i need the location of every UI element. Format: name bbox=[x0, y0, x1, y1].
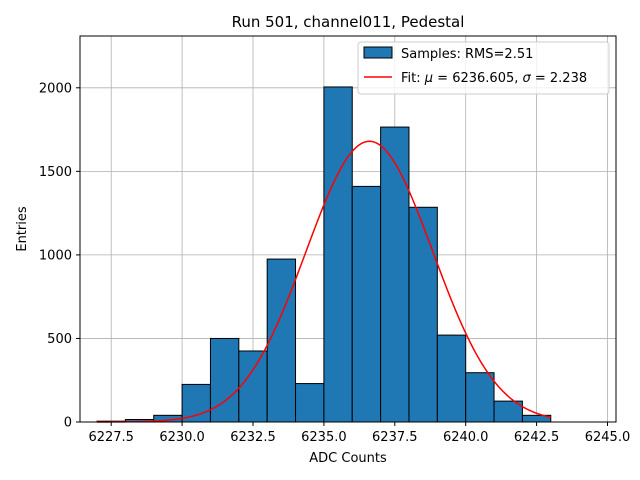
histogram-bar bbox=[266, 258, 297, 423]
x-tick-label: 6235.0 bbox=[301, 430, 347, 445]
histogram-bar bbox=[209, 337, 240, 423]
fit-curve-layer bbox=[97, 140, 551, 423]
histogram-bar bbox=[380, 126, 410, 423]
y-tick-label: 1000 bbox=[39, 248, 72, 263]
legend-box bbox=[357, 41, 610, 95]
y-tick-label: 0 bbox=[64, 416, 72, 431]
y-axis-ticks: 0 500 1000 1500 2000 bbox=[39, 81, 80, 431]
legend-label-samples: Samples: RMS=2.51 bbox=[401, 47, 533, 62]
x-tick-label: 6232.5 bbox=[230, 430, 276, 445]
plot-frame bbox=[79, 35, 617, 423]
x-tick-label: 6245.0 bbox=[585, 430, 631, 445]
y-tick-label: 2000 bbox=[39, 81, 72, 96]
fit-curve bbox=[97, 140, 551, 423]
legend-swatch-samples bbox=[363, 46, 393, 59]
histogram-bar bbox=[408, 206, 438, 423]
x-axis-label: ADC Counts bbox=[309, 451, 387, 466]
histogram-bar bbox=[465, 372, 495, 423]
histogram-bar bbox=[351, 185, 382, 423]
x-tick-label: 6237.5 bbox=[372, 430, 418, 445]
x-tick-label: 6227.5 bbox=[88, 430, 134, 445]
y-axis-label: Entries bbox=[15, 206, 30, 252]
legend-label-fit: Fit: μ = 6236.605, σ = 2.238 bbox=[401, 71, 587, 86]
x-tick-label: 6230.0 bbox=[159, 430, 205, 445]
histogram-bar bbox=[323, 86, 353, 423]
histogram-bar bbox=[238, 350, 268, 423]
x-tick-label: 6240.0 bbox=[443, 430, 489, 445]
chart-title: Run 501, channel011, Pedestal bbox=[232, 13, 465, 31]
histogram-bar bbox=[181, 383, 211, 423]
x-axis-ticks: 6227.5 6230.0 6232.5 6235.0 6237.5 6240.0 6242… bbox=[88, 422, 630, 445]
histogram-bar bbox=[436, 334, 467, 423]
legend: Samples: RMS=2.51 Fit: μ = 6236.605, σ =… bbox=[357, 41, 610, 95]
histogram-bar bbox=[295, 383, 325, 423]
y-tick-label: 1500 bbox=[39, 165, 72, 180]
y-tick-label: 500 bbox=[47, 332, 72, 347]
x-tick-label: 6242.5 bbox=[514, 430, 560, 445]
